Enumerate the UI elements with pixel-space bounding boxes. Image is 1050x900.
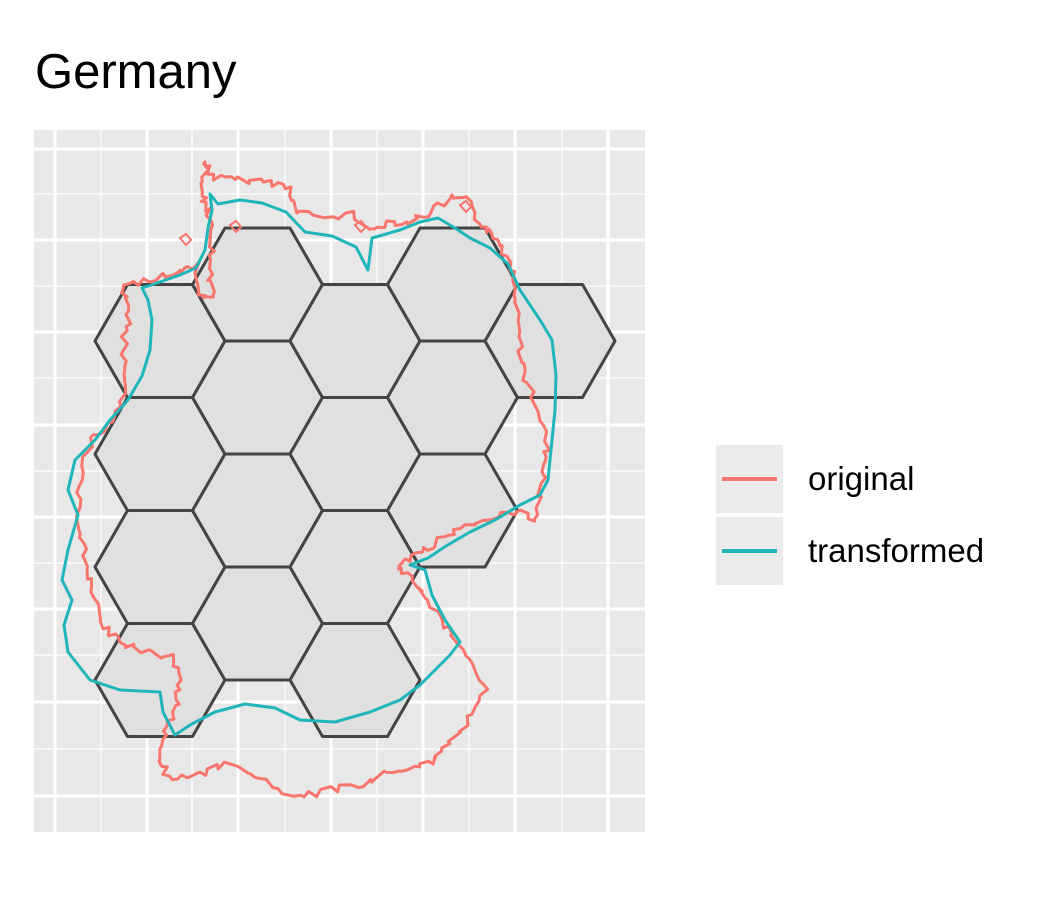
- legend-swatch-transformed: [722, 549, 777, 553]
- outline-transformed: [60, 192, 558, 737]
- legend: original transformed: [716, 444, 984, 588]
- outline-original-island: [178, 232, 193, 247]
- chart-title: Germany: [35, 45, 237, 99]
- outline-original: [75, 160, 552, 799]
- legend-key-transformed: [716, 517, 783, 585]
- legend-item-transformed: transformed: [716, 516, 984, 586]
- legend-label-transformed: transformed: [808, 532, 985, 569]
- legend-item-original: original: [716, 444, 984, 514]
- legend-key-original: [716, 445, 783, 513]
- legend-swatch-original: [722, 477, 777, 481]
- hex-cell: [288, 622, 422, 738]
- legend-label-original: original: [808, 460, 915, 497]
- outline-original-island: [228, 219, 243, 234]
- outline-layer: [60, 160, 558, 799]
- outline-original-island: [458, 199, 473, 214]
- outline-original-island: [353, 219, 368, 234]
